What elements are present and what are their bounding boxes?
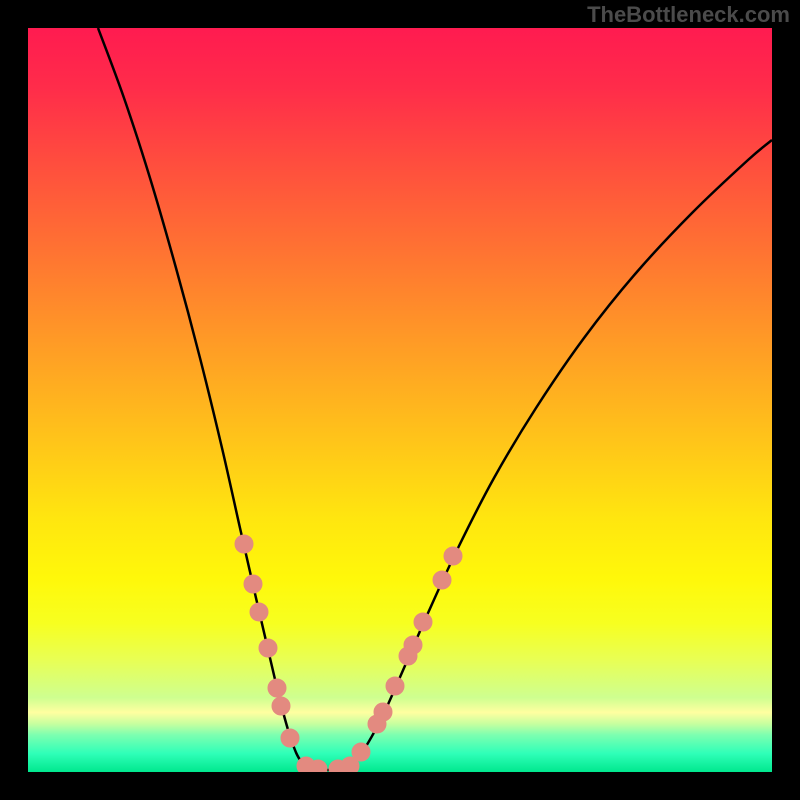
data-point [374,703,392,721]
data-point [268,679,286,697]
data-point [250,603,268,621]
data-point [433,571,451,589]
bottleneck-chart [28,28,772,772]
data-point [244,575,262,593]
data-point [444,547,462,565]
data-point [404,636,422,654]
watermark-text: TheBottleneck.com [587,2,790,28]
data-point [281,729,299,747]
data-point [352,743,370,761]
data-point [414,613,432,631]
data-point [259,639,277,657]
data-point [386,677,404,695]
chart-frame: TheBottleneck.com [0,0,800,800]
data-point [272,697,290,715]
data-point [235,535,253,553]
